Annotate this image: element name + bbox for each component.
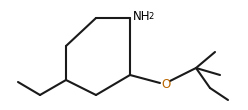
Text: O: O — [161, 78, 170, 91]
Text: NH: NH — [133, 10, 151, 23]
Text: 2: 2 — [148, 12, 153, 21]
